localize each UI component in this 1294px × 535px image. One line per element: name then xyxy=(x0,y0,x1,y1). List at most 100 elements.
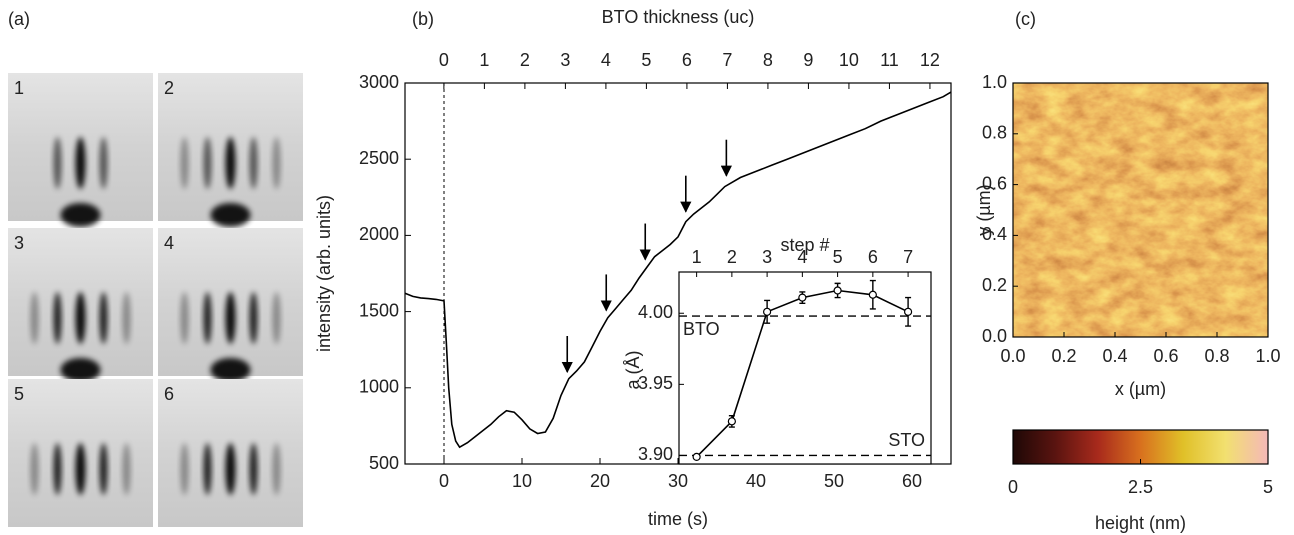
x-tick-label: 0.8 xyxy=(1204,346,1229,366)
y-tick-label: 0.6 xyxy=(982,173,1007,193)
rheed-streak xyxy=(75,292,86,344)
inset-y-tick-label: 4.00 xyxy=(638,302,673,322)
panel-label: (b) xyxy=(412,9,434,29)
inset-y-title: a (Å) xyxy=(623,350,643,389)
x2-tick-label: 4 xyxy=(601,50,611,70)
x-tick-label: 0.4 xyxy=(1102,346,1127,366)
inset-y-tick-label: 3.90 xyxy=(638,444,673,464)
data-point xyxy=(833,286,842,295)
inset-y-tick-label: 3.95 xyxy=(638,373,673,393)
rheed-streak xyxy=(203,443,212,495)
data-line xyxy=(404,91,952,449)
rheed-streak xyxy=(53,443,62,495)
data-point xyxy=(903,307,913,316)
inset-x-tick-label: 2 xyxy=(727,247,737,267)
rheed-streak xyxy=(203,137,212,189)
panel-label: (a) xyxy=(8,9,30,29)
rheed-streak xyxy=(225,292,236,344)
rheed-label: 3 xyxy=(14,233,24,253)
y-tick-label: 3000 xyxy=(359,72,399,92)
y-tick-label: 2000 xyxy=(359,224,399,244)
inset-x-tick-label: 4 xyxy=(797,247,807,267)
y-tick-label: 1000 xyxy=(359,377,399,397)
colorbar-tick-label: 2.5 xyxy=(1128,477,1153,497)
y-tick-label: 2500 xyxy=(359,148,399,168)
x-tick-label: 0 xyxy=(439,471,449,491)
rheed-streak xyxy=(203,292,212,344)
y-tick-label: 0.2 xyxy=(982,275,1007,295)
x-tick-label: 40 xyxy=(746,471,766,491)
rheed-streak xyxy=(99,137,108,189)
inset-x-tick-label: 3 xyxy=(762,247,772,267)
rheed-streak xyxy=(53,137,62,189)
rheed-label: 6 xyxy=(164,384,174,404)
rheed-streak xyxy=(272,443,281,495)
colorbar xyxy=(1012,429,1269,465)
data-point xyxy=(868,290,877,299)
colorbar-tick-label: 0 xyxy=(1008,477,1018,497)
rheed-streak xyxy=(249,137,258,189)
x2-tick-label: 11 xyxy=(880,50,899,70)
x-tick-label: 0.0 xyxy=(1000,346,1025,366)
rheed-image xyxy=(158,228,303,382)
x2-tick-label: 8 xyxy=(763,50,773,70)
x-tick-label: 60 xyxy=(902,471,922,491)
data-point xyxy=(692,452,701,461)
inset-x-title: step # xyxy=(780,235,829,255)
inset-x-tick-label: 1 xyxy=(692,247,702,267)
x-axis-title: time (s) xyxy=(648,509,708,529)
rheed-spot xyxy=(60,358,101,382)
x-axis-title: x (µm) xyxy=(1115,379,1166,399)
y-tick-label: 0.8 xyxy=(982,123,1007,143)
x-tick-label: 1.0 xyxy=(1255,346,1280,366)
rheed-spot xyxy=(210,203,251,227)
rheed-label: 1 xyxy=(14,78,24,98)
rheed-streak xyxy=(53,292,62,344)
x-tick-label: 0.2 xyxy=(1051,346,1076,366)
y-tick-label: 0.4 xyxy=(982,224,1007,244)
inset-x-tick-label: 6 xyxy=(868,247,878,267)
rheed-streak xyxy=(75,443,86,495)
rheed-streak xyxy=(122,292,131,344)
rheed-streak xyxy=(180,292,189,344)
panel-label: (c) xyxy=(1015,9,1036,29)
y-tick-label: 500 xyxy=(369,453,399,473)
x2-tick-label: 0 xyxy=(439,50,449,70)
x2-tick-label: 1 xyxy=(479,50,489,70)
inset-x-tick-label: 5 xyxy=(833,247,843,267)
data-point xyxy=(763,307,772,316)
rheed-image xyxy=(8,228,153,382)
x-tick-label: 0.6 xyxy=(1153,346,1178,366)
rheed-streak xyxy=(249,443,258,495)
rheed-streak xyxy=(272,137,281,189)
x2-tick-label: 5 xyxy=(641,50,651,70)
rheed-streak xyxy=(225,443,236,495)
rheed-streak xyxy=(75,137,86,189)
x2-tick-label: 2 xyxy=(520,50,530,70)
x2-tick-label: 10 xyxy=(839,50,859,70)
rheed-streak xyxy=(99,292,108,344)
rheed-image xyxy=(8,73,153,227)
rheed-streak xyxy=(225,137,236,189)
y-tick-label: 0.0 xyxy=(982,326,1007,346)
data-point xyxy=(727,417,736,426)
rheed-streak xyxy=(99,443,108,495)
rheed-streak xyxy=(30,292,39,344)
rheed-streak xyxy=(180,443,189,495)
rheed-spot xyxy=(60,203,101,227)
rheed-image xyxy=(8,379,153,527)
rheed-image xyxy=(158,73,303,227)
rheed-label: 5 xyxy=(14,384,24,404)
reference-label: STO xyxy=(888,430,925,450)
colorbar-tick-label: 5 xyxy=(1263,477,1273,497)
x2-tick-label: 7 xyxy=(722,50,732,70)
x-tick-label: 20 xyxy=(590,471,610,491)
rheed-label: 2 xyxy=(164,78,174,98)
rheed-streak xyxy=(272,292,281,344)
rheed-spot xyxy=(210,358,251,382)
rheed-image xyxy=(158,379,303,527)
rheed-streak xyxy=(180,137,189,189)
x2-tick-label: 9 xyxy=(803,50,813,70)
